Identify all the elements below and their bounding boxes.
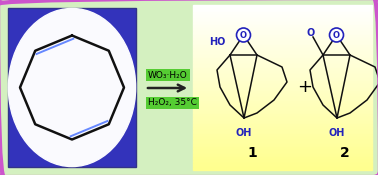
- Bar: [193, 167, 372, 170]
- Ellipse shape: [70, 85, 74, 90]
- Bar: [193, 68, 372, 71]
- Bar: [193, 18, 372, 22]
- Ellipse shape: [25, 29, 119, 146]
- Bar: [193, 157, 372, 160]
- Text: O: O: [333, 30, 340, 40]
- Ellipse shape: [62, 75, 82, 100]
- Bar: [193, 147, 372, 150]
- Ellipse shape: [17, 19, 127, 156]
- Bar: [193, 41, 372, 45]
- Bar: [193, 111, 372, 114]
- Bar: [193, 22, 372, 25]
- Text: 1: 1: [247, 146, 257, 160]
- Ellipse shape: [56, 67, 88, 108]
- Bar: [193, 84, 372, 88]
- Ellipse shape: [20, 23, 124, 152]
- Ellipse shape: [15, 17, 129, 158]
- Text: H₂O₂, 35°C: H₂O₂, 35°C: [148, 99, 197, 107]
- Ellipse shape: [53, 63, 91, 112]
- Text: O: O: [240, 30, 247, 40]
- Ellipse shape: [49, 59, 95, 116]
- Ellipse shape: [57, 69, 87, 106]
- Ellipse shape: [54, 65, 90, 110]
- Bar: [193, 61, 372, 64]
- Text: +: +: [297, 78, 313, 96]
- Bar: [193, 51, 372, 54]
- Bar: [193, 117, 372, 121]
- Bar: [193, 58, 372, 61]
- Ellipse shape: [33, 39, 111, 136]
- Ellipse shape: [67, 81, 77, 94]
- Text: O: O: [307, 28, 315, 38]
- Bar: [193, 88, 372, 91]
- Ellipse shape: [8, 8, 136, 167]
- Bar: [193, 94, 372, 97]
- Bar: [193, 130, 372, 134]
- Ellipse shape: [38, 45, 106, 130]
- Bar: [193, 134, 372, 137]
- Ellipse shape: [39, 47, 105, 128]
- Bar: [193, 35, 372, 38]
- Bar: [193, 104, 372, 107]
- Bar: [193, 101, 372, 104]
- Bar: [193, 153, 372, 157]
- Circle shape: [330, 28, 344, 42]
- Bar: [193, 91, 372, 94]
- Bar: [193, 38, 372, 41]
- Ellipse shape: [64, 77, 80, 98]
- Bar: [193, 160, 372, 163]
- Text: WO₃·H₂O: WO₃·H₂O: [148, 71, 188, 79]
- Ellipse shape: [10, 10, 134, 164]
- Bar: [193, 81, 372, 84]
- Bar: [193, 140, 372, 144]
- Text: 2: 2: [340, 146, 350, 160]
- Ellipse shape: [41, 49, 103, 126]
- Ellipse shape: [23, 27, 121, 148]
- Bar: [193, 121, 372, 124]
- Bar: [193, 48, 372, 51]
- Bar: [193, 97, 372, 101]
- Bar: [193, 64, 372, 68]
- Bar: [193, 78, 372, 81]
- Text: OH: OH: [329, 128, 345, 138]
- Ellipse shape: [12, 12, 132, 163]
- Bar: [193, 127, 372, 130]
- Bar: [193, 15, 372, 18]
- Text: HO: HO: [209, 37, 225, 47]
- Circle shape: [237, 28, 251, 42]
- Bar: [193, 54, 372, 58]
- Bar: [193, 150, 372, 153]
- Ellipse shape: [43, 51, 101, 124]
- Ellipse shape: [59, 71, 85, 104]
- Ellipse shape: [48, 57, 96, 118]
- Bar: [193, 163, 372, 167]
- Ellipse shape: [36, 43, 108, 132]
- Bar: [193, 144, 372, 147]
- Bar: [193, 137, 372, 140]
- Ellipse shape: [28, 33, 116, 142]
- Bar: [193, 107, 372, 111]
- Ellipse shape: [18, 21, 126, 154]
- Bar: [193, 8, 372, 12]
- Ellipse shape: [46, 55, 98, 120]
- Ellipse shape: [65, 79, 79, 96]
- Text: OH: OH: [236, 128, 252, 138]
- Bar: [8, 8, 136, 167]
- Bar: [193, 45, 372, 48]
- Bar: [193, 74, 372, 78]
- Ellipse shape: [26, 31, 118, 144]
- Ellipse shape: [34, 41, 110, 134]
- Ellipse shape: [69, 83, 75, 92]
- Ellipse shape: [31, 37, 113, 138]
- Ellipse shape: [29, 35, 115, 140]
- Ellipse shape: [60, 73, 84, 102]
- Ellipse shape: [13, 15, 131, 160]
- Bar: [193, 5, 372, 8]
- Ellipse shape: [51, 61, 93, 114]
- Bar: [193, 114, 372, 117]
- Bar: [193, 12, 372, 15]
- Ellipse shape: [44, 53, 100, 122]
- Bar: [193, 71, 372, 74]
- Bar: [193, 28, 372, 31]
